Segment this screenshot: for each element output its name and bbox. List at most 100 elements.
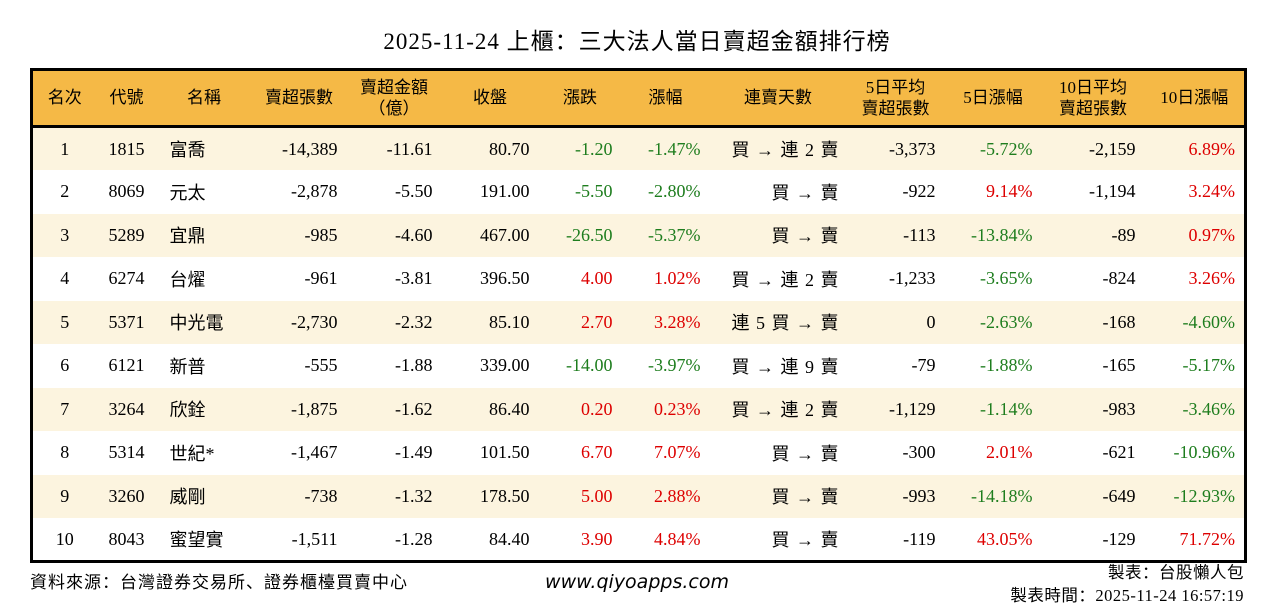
cell-sell_amount: -1.32 — [395, 485, 433, 506]
column-header-close: 收盤 — [441, 69, 539, 128]
cell-change: 4.00 — [581, 268, 613, 289]
cell-change: 2.70 — [581, 311, 613, 332]
cell-change_pct: -3.97% — [648, 355, 701, 376]
cell-rank: 1 — [60, 138, 70, 159]
cell-streak: 連 5 買 → 賣 — [731, 313, 840, 334]
cell-pct5: -1.14% — [980, 398, 1033, 419]
table-row: 1 1815 富喬 -14,389 -11.61 80.70 -1.20 -1.47% 買 → … — [31, 126, 1246, 170]
cell-sell_volume: -1,875 — [291, 398, 338, 419]
cell-change_pct: 7.07% — [654, 442, 701, 463]
cell-code: 6274 — [108, 268, 145, 289]
cell-avg5_volume: -993 — [902, 485, 936, 506]
cell-avg5_volume: -3,373 — [889, 138, 936, 159]
cell-name: 威剛 — [169, 487, 206, 508]
cell-sell_volume: -2,878 — [291, 181, 338, 202]
cell-rank: 6 — [60, 355, 70, 376]
page-title: 2025-11-24 上櫃：三大法人當日賣超金額排行榜 — [383, 29, 891, 54]
cell-rank: 5 — [60, 311, 70, 332]
cell-avg10_volume: -89 — [1111, 224, 1136, 245]
cell-sell_volume: -14,389 — [282, 138, 338, 159]
cell-change_pct: 3.28% — [654, 311, 701, 332]
cell-streak: 買 → 賣 — [771, 182, 840, 203]
cell-change: 5.00 — [581, 485, 613, 506]
cell-code: 5371 — [108, 311, 145, 332]
cell-pct10: 71.72% — [1179, 528, 1236, 549]
website-text: www.qiyoapps.com — [545, 571, 729, 593]
cell-sell_amount: -11.61 — [386, 138, 433, 159]
cell-close: 467.00 — [480, 224, 530, 245]
column-header-avg10_volume: 10日平均 賣超張數 — [1041, 69, 1145, 128]
cell-code: 8069 — [108, 181, 145, 202]
cell-code: 5289 — [108, 224, 145, 245]
cell-pct5: -5.72% — [980, 138, 1033, 159]
table-row: 2 8069 元太 -2,878 -5.50 191.00 -5.50 -2.80% 買 → 賣… — [31, 170, 1246, 214]
header-row: 名次 代號 名稱 賣超張數 賣超金額 （億） 收盤 漲跌 漲幅 連賣天數 5日平均 賣超張數 5日漲幅 1… — [31, 69, 1246, 128]
cell-avg5_volume: -1,233 — [889, 268, 936, 289]
cell-sell_amount: -2.32 — [395, 311, 433, 332]
cell-streak: 買 → 連 2 賣 — [731, 269, 840, 290]
cell-pct5: -2.63% — [980, 311, 1033, 332]
maker-block: 製表：台股懶人包 製表時間：2025-11-24 16:57:19 — [1010, 561, 1244, 607]
cell-avg10_volume: -165 — [1102, 355, 1136, 376]
cell-pct5: -14.18% — [971, 485, 1033, 506]
column-header-name: 名稱 — [156, 69, 252, 128]
table-body: 1 1815 富喬 -14,389 -11.61 80.70 -1.20 -1.47% 買 → … — [31, 126, 1246, 562]
cell-name: 台燿 — [169, 269, 206, 290]
cell-rank: 9 — [60, 485, 70, 506]
cell-streak: 買 → 賣 — [771, 530, 840, 550]
cell-change_pct: -1.47% — [648, 138, 701, 159]
cell-pct5: -13.84% — [971, 224, 1033, 245]
cell-change: -26.50 — [566, 224, 613, 245]
cell-avg10_volume: -649 — [1102, 485, 1136, 506]
column-header-rank: 名次 — [31, 69, 97, 128]
cell-close: 178.50 — [480, 485, 530, 506]
cell-rank: 7 — [60, 398, 70, 419]
cell-avg5_volume: -113 — [903, 224, 936, 245]
cell-change: 6.70 — [581, 442, 613, 463]
column-header-avg5_volume: 5日平均 賣超張數 — [846, 69, 945, 128]
column-header-code: 代號 — [96, 69, 157, 128]
table-header: 名次 代號 名稱 賣超張數 賣超金額 （億） 收盤 漲跌 漲幅 連賣天數 5日平均 賣超張數 5日漲幅 1… — [31, 69, 1246, 128]
cell-pct10: 0.97% — [1188, 224, 1236, 245]
cell-sell_volume: -1,467 — [291, 442, 338, 463]
cell-rank: 8 — [60, 442, 70, 463]
cell-sell_volume: -1,511 — [291, 528, 338, 549]
table-row: 4 6274 台燿 -961 -3.81 396.50 4.00 1.02% 買 → 連 2 賣… — [31, 257, 1246, 301]
cell-rank: 10 — [55, 528, 74, 549]
cell-pct5: -3.65% — [980, 268, 1033, 289]
cell-sell_volume: -961 — [304, 268, 338, 289]
cell-name: 富喬 — [169, 140, 206, 160]
cell-name: 中光電 — [169, 313, 224, 334]
cell-avg5_volume: -79 — [911, 355, 936, 376]
cell-sell_amount: -4.60 — [395, 224, 433, 245]
cell-code: 1815 — [108, 138, 145, 159]
cell-change: 3.90 — [581, 528, 613, 549]
cell-rank: 2 — [60, 181, 70, 202]
column-header-pct5: 5日漲幅 — [944, 69, 1042, 128]
cell-streak: 買 → 賣 — [771, 487, 840, 508]
cell-pct10: -5.17% — [1182, 355, 1236, 376]
cell-name: 元太 — [169, 182, 206, 203]
table-row: 3 5289 宜鼎 -985 -4.60 467.00 -26.50 -5.37% 買 → 賣 -… — [31, 213, 1246, 257]
table-row: 10 8043 蜜望實 -1,511 -1.28 84.40 3.90 4.84% 買 → 賣 -… — [31, 518, 1246, 562]
cell-code: 6121 — [108, 355, 145, 376]
cell-streak: 買 → 賣 — [771, 226, 840, 247]
cell-close: 80.70 — [489, 138, 530, 159]
cell-close: 396.50 — [480, 268, 530, 289]
ranking-table: 名次 代號 名稱 賣超張數 賣超金額 （億） 收盤 漲跌 漲幅 連賣天數 5日平均 賣超張數 5日漲幅 1… — [30, 68, 1247, 563]
cell-avg10_volume: -824 — [1102, 268, 1136, 289]
cell-streak: 買 → 連 2 賣 — [731, 400, 840, 421]
cell-rank: 4 — [60, 268, 70, 289]
cell-pct5: 43.05% — [977, 528, 1033, 549]
cell-streak: 買 → 連 9 賣 — [731, 356, 840, 377]
cell-avg10_volume: -621 — [1102, 442, 1136, 463]
cell-pct10: -4.60% — [1182, 311, 1236, 332]
cell-avg10_volume: -168 — [1102, 311, 1136, 332]
cell-change: -1.20 — [575, 138, 613, 159]
cell-pct10: -10.96% — [1173, 442, 1236, 463]
cell-pct5: -1.88% — [980, 355, 1033, 376]
cell-name: 欣銓 — [169, 400, 206, 421]
cell-close: 101.50 — [480, 442, 530, 463]
cell-name: 世紀* — [169, 443, 215, 464]
table-row: 6 6121 新普 -555 -1.88 339.00 -14.00 -3.97% 買 → 連 … — [31, 344, 1246, 388]
